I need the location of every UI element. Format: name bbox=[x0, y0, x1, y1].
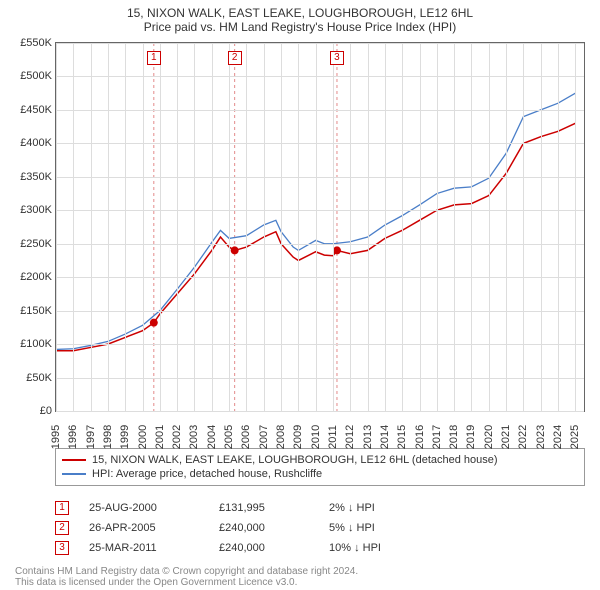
sale-row-date: 26-APR-2005 bbox=[89, 522, 199, 534]
sale-row-badge: 1 bbox=[55, 501, 69, 515]
sales-table: 1 25-AUG-2000 £131,995 2% ↓ HPI 2 26-APR-2005… bbox=[55, 498, 585, 558]
y-axis-label: £250K bbox=[20, 238, 52, 250]
x-axis-label: 2019 bbox=[465, 425, 477, 449]
sale-row-price: £240,000 bbox=[219, 542, 309, 554]
attribution-line1: Contains HM Land Registry data © Crown c… bbox=[15, 566, 585, 577]
legend-item: 15, NIXON WALK, EAST LEAKE, LOUGHBOROUGH… bbox=[62, 453, 578, 467]
x-axis-label: 1996 bbox=[67, 425, 79, 449]
y-axis-label: £100K bbox=[20, 338, 52, 350]
chart-titles: 15, NIXON WALK, EAST LEAKE, LOUGHBOROUGH… bbox=[0, 0, 600, 38]
attribution-text: Contains HM Land Registry data © Crown c… bbox=[15, 566, 585, 588]
y-axis-label: £500K bbox=[20, 70, 52, 82]
x-axis-label: 2014 bbox=[379, 425, 391, 449]
x-axis-label: 2009 bbox=[292, 425, 304, 449]
x-axis-label: 2020 bbox=[483, 425, 495, 449]
x-axis-label: 2006 bbox=[240, 425, 252, 449]
x-axis-label: 2018 bbox=[448, 425, 460, 449]
sale-row: 3 25-MAR-2011 £240,000 10% ↓ HPI bbox=[55, 538, 585, 558]
x-axis-label: 2001 bbox=[154, 425, 166, 449]
sale-marker-badge: 1 bbox=[147, 51, 161, 65]
title-address: 15, NIXON WALK, EAST LEAKE, LOUGHBOROUGH… bbox=[8, 6, 592, 20]
x-axis-label: 1998 bbox=[102, 425, 114, 449]
figure-container: 15, NIXON WALK, EAST LEAKE, LOUGHBOROUGH… bbox=[0, 0, 600, 590]
chart-svg bbox=[56, 43, 584, 411]
y-axis-label: £300K bbox=[20, 204, 52, 216]
sale-marker-badge: 2 bbox=[228, 51, 242, 65]
legend-item: HPI: Average price, detached house, Rush… bbox=[62, 467, 578, 481]
x-axis-label: 2004 bbox=[206, 425, 218, 449]
x-axis-label: 2011 bbox=[327, 425, 339, 449]
legend-box: 15, NIXON WALK, EAST LEAKE, LOUGHBOROUGH… bbox=[55, 448, 585, 486]
x-axis-label: 2017 bbox=[431, 425, 443, 449]
sale-row: 1 25-AUG-2000 £131,995 2% ↓ HPI bbox=[55, 498, 585, 518]
sale-row-hpi: 10% ↓ HPI bbox=[329, 542, 381, 554]
sale-point-marker bbox=[231, 246, 239, 254]
x-axis-label: 2007 bbox=[258, 425, 270, 449]
y-axis-label: £0 bbox=[40, 405, 52, 417]
attribution-line2: This data is licensed under the Open Gov… bbox=[15, 577, 585, 588]
x-axis-label: 1995 bbox=[50, 425, 62, 449]
x-axis-label: 2005 bbox=[223, 425, 235, 449]
legend-swatch bbox=[62, 459, 86, 461]
y-axis-label: £200K bbox=[20, 271, 52, 283]
y-axis-label: £350K bbox=[20, 171, 52, 183]
sale-row-price: £240,000 bbox=[219, 522, 309, 534]
sale-row-price: £131,995 bbox=[219, 502, 309, 514]
y-axis-label: £400K bbox=[20, 137, 52, 149]
x-axis-label: 2025 bbox=[569, 425, 581, 449]
sale-point-marker bbox=[333, 246, 341, 254]
legend-label: HPI: Average price, detached house, Rush… bbox=[92, 468, 322, 480]
x-axis-label: 2003 bbox=[188, 425, 200, 449]
x-axis-label: 1997 bbox=[85, 425, 97, 449]
y-axis-label: £150K bbox=[20, 305, 52, 317]
x-axis-label: 2008 bbox=[275, 425, 287, 449]
sale-row-badge: 2 bbox=[55, 521, 69, 535]
x-axis-label: 2023 bbox=[535, 425, 547, 449]
legend-label: 15, NIXON WALK, EAST LEAKE, LOUGHBOROUGH… bbox=[92, 454, 498, 466]
sale-row-date: 25-MAR-2011 bbox=[89, 542, 199, 554]
x-axis-label: 2010 bbox=[310, 425, 322, 449]
x-axis-label: 2012 bbox=[344, 425, 356, 449]
y-axis-label: £450K bbox=[20, 104, 52, 116]
x-axis-label: 2021 bbox=[500, 425, 512, 449]
sale-row: 2 26-APR-2005 £240,000 5% ↓ HPI bbox=[55, 518, 585, 538]
sale-row-badge: 3 bbox=[55, 541, 69, 555]
x-axis-label: 2016 bbox=[414, 425, 426, 449]
y-axis-label: £550K bbox=[20, 37, 52, 49]
y-axis-label: £50K bbox=[26, 372, 52, 384]
x-axis-label: 2015 bbox=[396, 425, 408, 449]
x-axis-label: 2000 bbox=[137, 425, 149, 449]
x-axis-label: 2022 bbox=[517, 425, 529, 449]
x-axis-label: 1999 bbox=[119, 425, 131, 449]
sale-row-hpi: 5% ↓ HPI bbox=[329, 522, 375, 534]
sale-marker-badge: 3 bbox=[330, 51, 344, 65]
x-axis-label: 2013 bbox=[362, 425, 374, 449]
sale-row-hpi: 2% ↓ HPI bbox=[329, 502, 375, 514]
sale-row-date: 25-AUG-2000 bbox=[89, 502, 199, 514]
legend-swatch bbox=[62, 473, 86, 475]
x-axis-label: 2002 bbox=[171, 425, 183, 449]
sale-point-marker bbox=[150, 319, 158, 327]
chart-plot-area: £0£50K£100K£150K£200K£250K£300K£350K£400… bbox=[55, 42, 585, 412]
x-axis-label: 2024 bbox=[552, 425, 564, 449]
title-subtitle: Price paid vs. HM Land Registry's House … bbox=[8, 20, 592, 34]
